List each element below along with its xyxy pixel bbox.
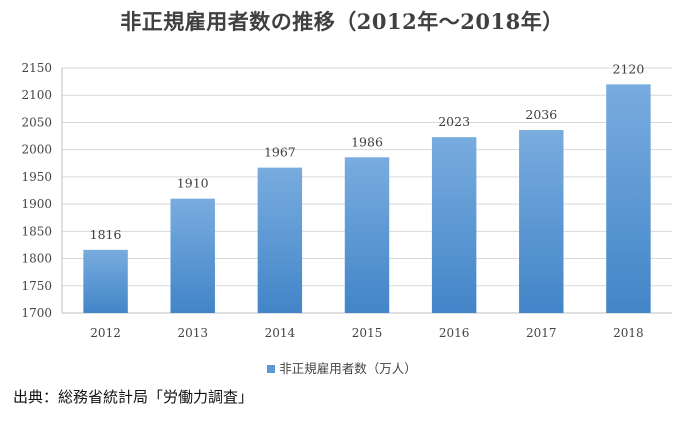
data-label-2018: 2120	[613, 61, 645, 76]
x-tick-label-2012: 2012	[90, 326, 121, 340]
x-tick-label-2018: 2018	[613, 326, 644, 340]
x-tick-label-2016: 2016	[439, 326, 470, 340]
x-tick-label-2014: 2014	[265, 326, 296, 340]
y-tick-label: 1950	[21, 170, 52, 184]
y-tick-label: 1850	[21, 224, 52, 238]
legend: 非正規雇用者数（万人）	[0, 358, 684, 377]
bar-2017	[519, 130, 564, 313]
y-tick-label: 1800	[21, 252, 52, 266]
chart-title: 非正規雇用者数の推移（2012年～2018年）	[120, 9, 564, 34]
bar-2016	[431, 137, 477, 313]
labels: 1700 1750 1800 1850 1900 1950 2000 2050 2100 2150…	[21, 61, 644, 340]
data-label-2014: 1967	[264, 145, 296, 160]
x-tick-label-2017: 2017	[526, 326, 557, 340]
data-label-2015: 1986	[351, 134, 383, 149]
data-label-2013: 1910	[177, 176, 209, 191]
legend-swatch	[267, 365, 276, 373]
bar-2014	[257, 167, 303, 313]
legend-label: 非正規雇用者数（万人）	[279, 361, 417, 376]
y-tick-label: 1700	[21, 306, 52, 320]
y-tick-label: 1750	[21, 279, 52, 293]
data-label-2017: 2036	[525, 107, 557, 122]
x-tick-label-2015: 2015	[352, 326, 383, 340]
data-label-2012: 1816	[90, 227, 122, 242]
source-note: 出典：総務省統計局「労働力調査」	[13, 388, 254, 406]
bar-2015	[344, 157, 390, 313]
bar-2018	[606, 84, 651, 313]
bars	[83, 84, 651, 313]
y-tick-label: 2050	[21, 115, 52, 129]
y-tick-label: 2150	[21, 61, 52, 75]
x-tick-label-2013: 2013	[177, 326, 208, 340]
bar-2012	[83, 249, 128, 313]
y-tick-label: 1900	[21, 197, 52, 211]
y-tick-label: 2100	[21, 88, 52, 102]
y-tick-label: 2000	[21, 143, 52, 157]
data-label-2016: 2023	[438, 114, 470, 129]
bar-2013	[170, 198, 215, 313]
